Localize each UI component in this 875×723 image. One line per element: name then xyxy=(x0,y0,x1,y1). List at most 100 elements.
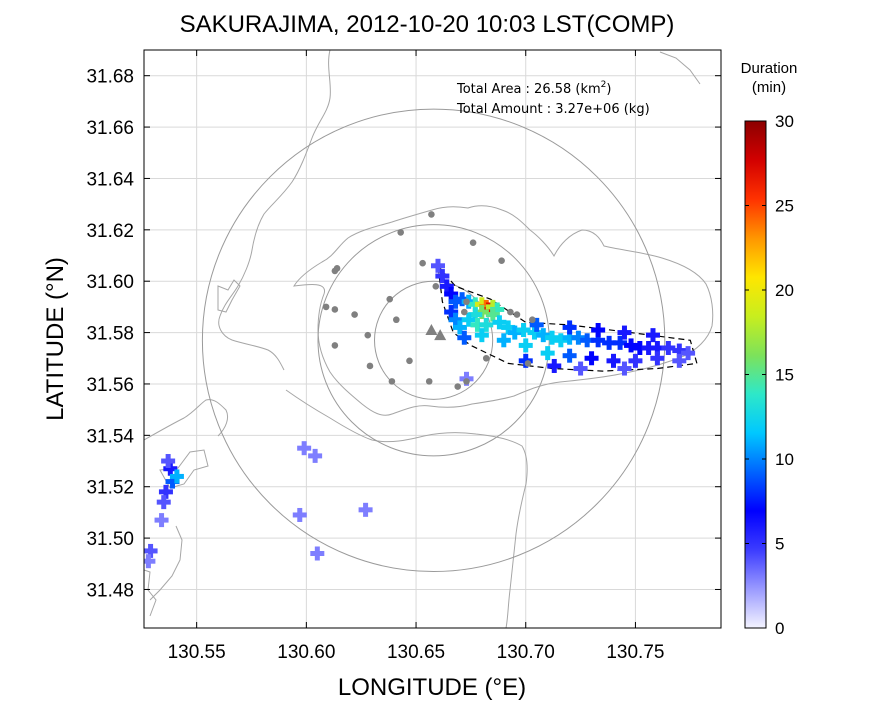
duration-pixel xyxy=(457,330,472,345)
duration-pixel xyxy=(661,340,676,355)
duration-pixel xyxy=(507,325,522,340)
colorbar-label: Duration xyxy=(741,60,798,77)
duration-pixel xyxy=(591,323,606,338)
duration-pixel xyxy=(158,484,173,499)
duration-pixel xyxy=(516,323,531,338)
duration-pixel xyxy=(624,338,639,353)
duration-pixel xyxy=(602,335,617,350)
duration-pixel xyxy=(573,361,588,376)
station-dot xyxy=(386,295,394,303)
station-dot xyxy=(366,362,374,370)
duration-pixel xyxy=(474,297,489,312)
duration-pixel xyxy=(562,348,577,363)
station-dot xyxy=(351,311,358,318)
x-tick-label: 130.65 xyxy=(387,642,445,663)
duration-pixel xyxy=(650,340,665,355)
station-dot xyxy=(513,311,521,318)
y-tick-label: 31.64 xyxy=(86,169,134,190)
station-dot xyxy=(524,360,532,367)
x-axis-ticks: 130.55 130.60 130.65 130.70 130.75 xyxy=(168,50,664,663)
duration-pixel xyxy=(448,312,463,327)
duration-pixel xyxy=(485,307,500,322)
station-dot xyxy=(331,342,339,349)
y-tick-label: 31.68 xyxy=(86,67,134,88)
range-circles xyxy=(201,108,666,572)
y-tick-label: 31.50 xyxy=(86,529,134,550)
duration-pixel xyxy=(553,333,568,348)
station-dot xyxy=(331,267,339,275)
duration-pixel xyxy=(165,474,180,489)
station-dot xyxy=(428,211,435,218)
y-axis-label: LATITUDE (°N) xyxy=(42,257,69,421)
duration-pixel xyxy=(632,340,647,355)
x-tick-label: 130.70 xyxy=(497,642,555,663)
duration-pixel xyxy=(501,320,516,335)
duration-pixel xyxy=(672,343,687,358)
y-tick-label: 31.60 xyxy=(86,272,134,293)
colorbar-tick-label: 30 xyxy=(775,112,794,131)
plot-frame xyxy=(143,49,722,629)
duration-pixel xyxy=(562,330,577,345)
duration-pixel xyxy=(617,361,632,376)
duration-pixel xyxy=(468,307,483,322)
duration-pixel xyxy=(641,340,656,355)
colorbar-tick-label: 5 xyxy=(775,535,784,554)
colorbar-tick-label: 10 xyxy=(775,450,794,469)
station-dot xyxy=(529,316,536,324)
station-dot xyxy=(463,378,470,385)
y-tick-label: 31.62 xyxy=(86,221,134,242)
duration-pixel xyxy=(490,302,505,317)
station-dot xyxy=(454,383,462,390)
total-area-annotation: Total Area : 26.58 (km2) xyxy=(456,80,611,97)
y-tick-label: 31.52 xyxy=(86,478,134,499)
vent-marker xyxy=(425,324,438,336)
y-axis-ticks: 31.48 31.50 31.52 31.54 31.56 31.58 31.60 31.62… xyxy=(86,67,721,601)
duration-pixel xyxy=(430,258,445,273)
colorbar: Duration (min) 0 5 10 15 20 25 30 xyxy=(741,60,798,638)
duration-pixel xyxy=(518,338,533,353)
chart-title: SAKURAJIMA, 2012-10-20 10:03 LST(COMP) xyxy=(180,11,675,38)
duration-pixel xyxy=(518,353,533,368)
range-circle xyxy=(317,224,550,457)
station-dot xyxy=(461,308,468,316)
range-circle xyxy=(201,108,666,572)
colorbar-tick-label: 15 xyxy=(775,366,794,385)
duration-pixel xyxy=(461,312,476,327)
duration-pixel xyxy=(448,294,463,309)
x-tick-label: 130.55 xyxy=(168,642,226,663)
duration-pixel xyxy=(435,269,450,284)
duration-pixel xyxy=(154,513,169,528)
station-dot xyxy=(425,378,433,385)
duration-pixel xyxy=(545,330,560,345)
y-tick-label: 31.58 xyxy=(86,324,134,345)
duration-pixel xyxy=(562,320,577,335)
duration-pixel xyxy=(156,495,171,510)
duration-pixel xyxy=(358,502,373,517)
y-tick-label: 31.48 xyxy=(86,580,134,601)
duration-pixel xyxy=(645,328,660,343)
duration-pixel xyxy=(492,315,507,330)
station-dot xyxy=(397,229,404,236)
station-dot xyxy=(406,357,413,365)
total-amount-annotation: Total Amount : 3.27e+06 (kg) xyxy=(456,102,650,117)
station-dot xyxy=(364,331,372,339)
station-dot xyxy=(388,378,396,385)
y-tick-label: 31.56 xyxy=(86,375,134,396)
range-circle xyxy=(374,280,494,400)
duration-pixel xyxy=(580,333,595,348)
colorbar-unit: (min) xyxy=(752,79,786,96)
station-dot xyxy=(322,303,330,311)
duration-pixel xyxy=(584,351,599,366)
y-tick-label: 31.54 xyxy=(86,426,134,447)
duration-pixel xyxy=(628,353,643,368)
y-tick-label: 31.66 xyxy=(86,118,134,139)
duration-pixel xyxy=(606,353,621,368)
colorbar-ticks: 0 5 10 15 20 25 30 xyxy=(745,112,794,638)
duration-pixel xyxy=(297,441,312,456)
duration-pixel xyxy=(479,317,494,332)
duration-pixel xyxy=(169,469,184,484)
duration-pixel xyxy=(496,333,511,348)
duration-pixel xyxy=(308,448,323,463)
duration-pixel xyxy=(455,292,470,307)
